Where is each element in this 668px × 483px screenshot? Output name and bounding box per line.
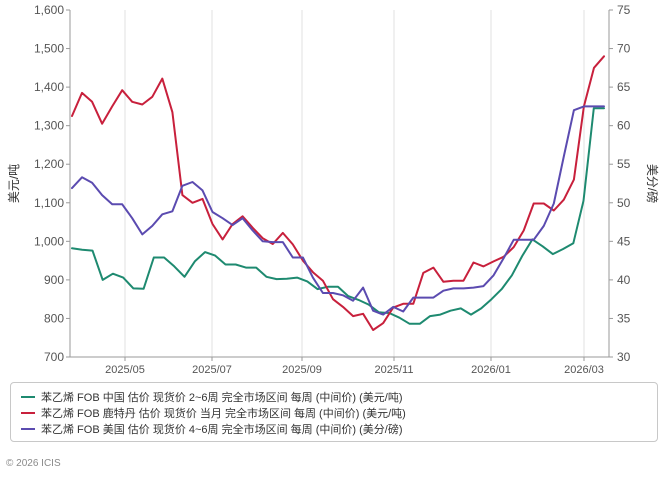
y-right-tick-label: 70 (617, 42, 631, 56)
grid-lines (124, 10, 585, 357)
y-right-tick-label: 75 (617, 3, 631, 17)
y-left-axis-title: 美元/吨 (7, 164, 21, 203)
y-right-tick-label: 30 (617, 350, 631, 364)
series-us-line (71, 105, 605, 316)
legend-item-us[interactable]: 苯乙烯 FOB 美国 估价 现货价 4~6周 完全市场区间 每周 (中间价) (… (21, 421, 647, 437)
y-right-tick-label: 60 (617, 119, 631, 133)
y-right-tick-label: 55 (617, 157, 631, 171)
y-right-tick-label: 45 (617, 234, 631, 248)
y-left-tick-label: 800 (44, 311, 64, 325)
y-left-tick-label: 900 (44, 273, 64, 287)
y-left-tick-label: 1,000 (34, 234, 64, 248)
legend-label-us: 苯乙烯 FOB 美国 估价 现货价 4~6周 完全市场区间 每周 (中间价) (… (41, 424, 403, 436)
x-tick-label: 2025/05 (105, 364, 145, 376)
copyright-text: © 2026 ICIS (6, 458, 61, 469)
axes (66, 9, 613, 361)
legend-label-rotterdam: 苯乙烯 FOB 鹿特丹 估价 现货价 当月 完全市场区间 每周 (中间价) (美… (41, 408, 406, 420)
y-left-tick-label: 1,300 (34, 119, 64, 133)
series-lines (71, 55, 605, 331)
y-left-tick-label: 1,400 (34, 80, 64, 94)
y-left-tick-label: 1,200 (34, 157, 64, 171)
x-tick-label: 2026/03 (564, 364, 604, 376)
y-right-tick-label: 50 (617, 196, 631, 210)
y-right-tick-label: 40 (617, 273, 631, 287)
legend-label-china: 苯乙烯 FOB 中国 估价 现货价 2~6周 完全市场区间 每周 (中间价) (… (41, 392, 403, 404)
y-right-axis-title: 美分/磅 (645, 164, 660, 203)
legend-swatch-rotterdam (21, 412, 35, 414)
legend-swatch-china (21, 396, 35, 398)
y-left-tick-label: 1,600 (34, 3, 64, 17)
x-tick-label: 2025/07 (192, 364, 232, 376)
y-right-tick-label: 35 (617, 311, 631, 325)
series-rotterdam-line (71, 55, 605, 331)
x-tick-label: 2026/01 (471, 364, 511, 376)
legend-item-china[interactable]: 苯乙烯 FOB 中国 估价 现货价 2~6周 完全市场区间 每周 (中间价) (… (21, 389, 647, 405)
y-left-tick-label: 1,100 (34, 196, 64, 210)
x-tick-label: 2025/09 (282, 364, 322, 376)
axis-labels: 2025/05 2025/07 2025/09 2025/11 2026/01 2026/… (7, 3, 660, 376)
legend-item-rotterdam[interactable]: 苯乙烯 FOB 鹿特丹 估价 现货价 当月 完全市场区间 每周 (中间价) (美… (21, 405, 647, 421)
legend: 苯乙烯 FOB 中国 估价 现货价 2~6周 完全市场区间 每周 (中间价) (… (10, 382, 658, 442)
y-left-tick-label: 700 (44, 350, 64, 364)
y-left-tick-label: 1,500 (34, 42, 64, 56)
y-right-tick-label: 65 (617, 80, 631, 94)
legend-swatch-us (21, 428, 35, 430)
x-tick-label: 2025/11 (375, 364, 414, 376)
series-china-line (71, 107, 605, 325)
